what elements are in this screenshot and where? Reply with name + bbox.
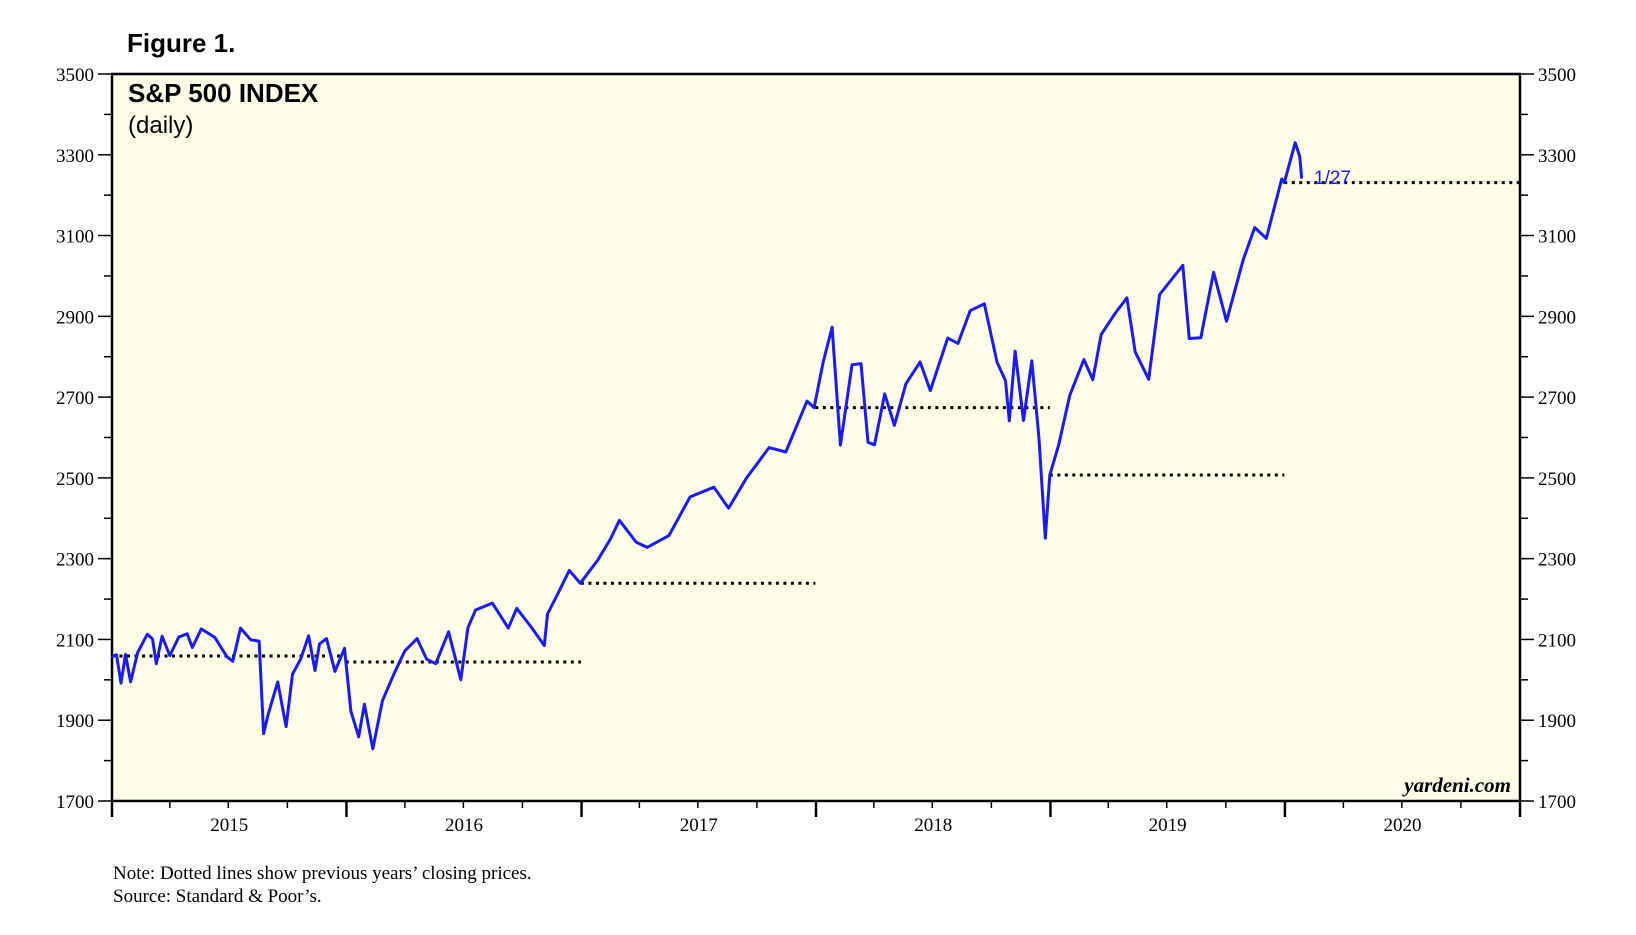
x-year-label: 2018 (914, 815, 952, 836)
y-tick-label-left: 3300 (56, 146, 94, 167)
y-tick-label-left: 3500 (56, 65, 94, 86)
y-tick-label-left: 3100 (56, 227, 94, 248)
sp500-series-line (111, 141, 1304, 751)
chart-notes: Note: Dotted lines show previous years’ … (113, 862, 532, 908)
y-tick-label-right: 1700 (1538, 792, 1576, 813)
x-axis: 2015 2016 2017 2018 2019 2020 (110, 801, 1522, 836)
y-tick-label-right: 2900 (1538, 307, 1576, 328)
watermark: yardeni.com (1401, 773, 1511, 797)
source-text: Source: Standard & Poor’s. (113, 886, 322, 907)
y-axes: 1700 1700 1900 1900 2100 2100 2300 2300 2500 2500… (56, 65, 1576, 813)
y-tick-label-left: 2300 (56, 550, 94, 571)
y-tick-label-right: 2500 (1538, 469, 1576, 490)
y-tick-label-left: 2500 (56, 469, 94, 490)
y-tick-label-left: 2100 (56, 630, 94, 651)
x-year-label: 2017 (680, 815, 718, 836)
y-tick-label-right: 2100 (1538, 630, 1576, 651)
x-year-label: 2020 (1383, 815, 1421, 836)
note-text: Note: Dotted lines show previous years’ … (113, 863, 532, 884)
y-tick-label-left: 2700 (56, 388, 94, 409)
y-tick-label-left: 2900 (56, 307, 94, 328)
y-tick-label-right: 2700 (1538, 388, 1576, 409)
x-year-label: 2016 (445, 815, 483, 836)
x-year-label: 2015 (210, 815, 248, 836)
y-tick-label-right: 2300 (1538, 550, 1576, 571)
x-year-label: 2019 (1149, 815, 1187, 836)
y-tick-label-right: 1900 (1538, 711, 1576, 732)
last-point-label: 1/27 (1314, 168, 1351, 189)
chart-title: S&P 500 INDEX (128, 78, 319, 108)
figure-label: Figure 1. (127, 28, 236, 58)
chart-subtitle: (daily) (128, 112, 193, 139)
y-tick-label-right: 3300 (1538, 146, 1576, 167)
y-tick-label-right: 3100 (1538, 227, 1576, 248)
y-tick-label-left: 1900 (56, 711, 94, 732)
y-tick-label-right: 3500 (1538, 65, 1576, 86)
y-tick-label-left: 1700 (56, 792, 94, 813)
